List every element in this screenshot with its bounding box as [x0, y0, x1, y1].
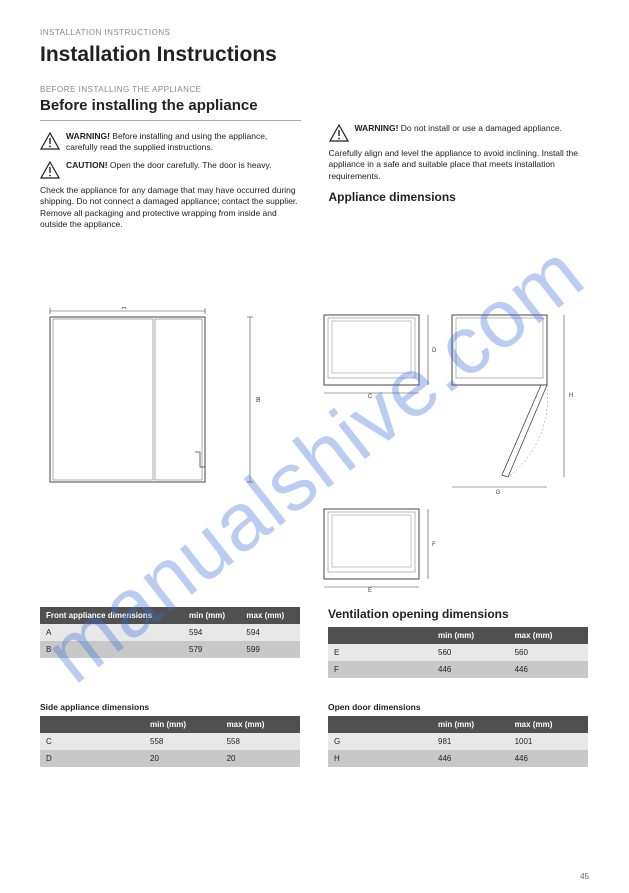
warning-icon [40, 132, 60, 150]
table-row: D 20 20 [40, 750, 300, 767]
table-header [328, 627, 432, 644]
table-header: Front appliance dimensions [40, 607, 183, 624]
cell: F [328, 661, 432, 678]
warning-1: WARNING! Before installing and using the… [40, 131, 301, 154]
dimensions-heading: Appliance dimensions [329, 190, 590, 204]
warning-1-bold: WARNING! [66, 131, 112, 141]
front-view-diagram: A B [40, 307, 300, 497]
cell: B [40, 641, 183, 658]
svg-text:E: E [368, 588, 372, 593]
cell: 446 [432, 661, 509, 678]
cell: 1001 [509, 733, 588, 750]
cell: 599 [240, 641, 300, 658]
warning-3: WARNING! Do not install or use a damaged… [329, 123, 590, 142]
section-label: INSTALLATION INSTRUCTIONS [40, 28, 589, 37]
cell: 560 [509, 644, 588, 661]
warning-2-bold: CAUTION! [66, 160, 110, 170]
caution-icon [40, 161, 60, 179]
cell: G [328, 733, 432, 750]
table-row: H 446 446 [328, 750, 588, 767]
table-header [328, 716, 432, 733]
table-header [40, 716, 144, 733]
cell: 579 [183, 641, 240, 658]
cell: A [40, 624, 183, 641]
cell: 594 [183, 624, 240, 641]
diagram-area: A B C [40, 307, 589, 593]
cell: C [40, 733, 144, 750]
svg-text:C: C [368, 394, 373, 399]
cell: 594 [240, 624, 300, 641]
top-view-2-diagram: E F [318, 501, 578, 593]
cell: 446 [509, 661, 588, 678]
vent-dims-table: Ventilation opening dimensions min (mm) … [328, 607, 588, 678]
warning-1-text: WARNING! Before installing and using the… [66, 131, 301, 154]
svg-text:A: A [122, 307, 127, 311]
door-dims-table: Open door dimensions min (mm) max (mm) G… [328, 692, 588, 767]
cell: 981 [432, 733, 509, 750]
cell: 20 [221, 750, 300, 767]
cell: H [328, 750, 432, 767]
table-row: G 981 1001 [328, 733, 588, 750]
cell: 446 [432, 750, 509, 767]
svg-text:B: B [256, 397, 260, 404]
vent-heading: Ventilation opening dimensions [328, 607, 588, 621]
left-column: BEFORE INSTALLING THE APPLIANCE Before i… [40, 85, 301, 237]
table-header: max (mm) [240, 607, 300, 624]
left-body-1: Check the appliance for any damage that … [40, 185, 301, 231]
table-row: E 560 560 [328, 644, 588, 661]
side-label: Side appliance dimensions [40, 702, 300, 712]
table-header: max (mm) [509, 627, 588, 644]
cell: 20 [144, 750, 221, 767]
right-column: WARNING! Do not install or use a damaged… [329, 85, 590, 237]
cell: 446 [509, 750, 588, 767]
side-dims-table: Side appliance dimensions min (mm) max (… [40, 692, 300, 767]
door-open-diagram: G H [446, 307, 574, 497]
table-row: F 446 446 [328, 661, 588, 678]
table-header: min (mm) [144, 716, 221, 733]
cell: D [40, 750, 144, 767]
svg-text:D: D [432, 348, 436, 354]
cell: 560 [432, 644, 509, 661]
warning-3-body: Do not install or use a damaged applianc… [401, 123, 562, 133]
cell: 558 [221, 733, 300, 750]
left-heading: Before installing the appliance [40, 97, 301, 114]
table-row: B 579 599 [40, 641, 300, 658]
table-header: max (mm) [509, 716, 588, 733]
table-row: C 558 558 [40, 733, 300, 750]
cell: E [328, 644, 432, 661]
divider [40, 120, 301, 121]
door-label: Open door dimensions [328, 702, 588, 712]
warning-2-body: Open the door carefully. The door is hea… [110, 160, 272, 170]
page-number: 45 [580, 872, 589, 881]
svg-text:H: H [569, 393, 573, 399]
right-body-1: Carefully align and level the appliance … [329, 148, 590, 182]
warning-icon [329, 124, 349, 142]
top-view-1-diagram: C D [318, 307, 436, 497]
cell: 558 [144, 733, 221, 750]
page-title: Installation Instructions [40, 43, 589, 67]
table-row: A 594 594 [40, 624, 300, 641]
left-subheading: BEFORE INSTALLING THE APPLIANCE [40, 85, 301, 94]
table-header: max (mm) [221, 716, 300, 733]
warning-3-bold: WARNING! [355, 123, 401, 133]
warning-2-text: CAUTION! Open the door carefully. The do… [66, 160, 272, 171]
table-header: min (mm) [432, 627, 509, 644]
svg-text:G: G [496, 490, 501, 496]
warning-2: CAUTION! Open the door carefully. The do… [40, 160, 301, 179]
warning-3-text: WARNING! Do not install or use a damaged… [355, 123, 562, 134]
svg-text:F: F [432, 542, 436, 548]
table-header: min (mm) [183, 607, 240, 624]
front-dims-table: Front appliance dimensions min (mm) max … [40, 607, 300, 678]
table-header: min (mm) [432, 716, 509, 733]
